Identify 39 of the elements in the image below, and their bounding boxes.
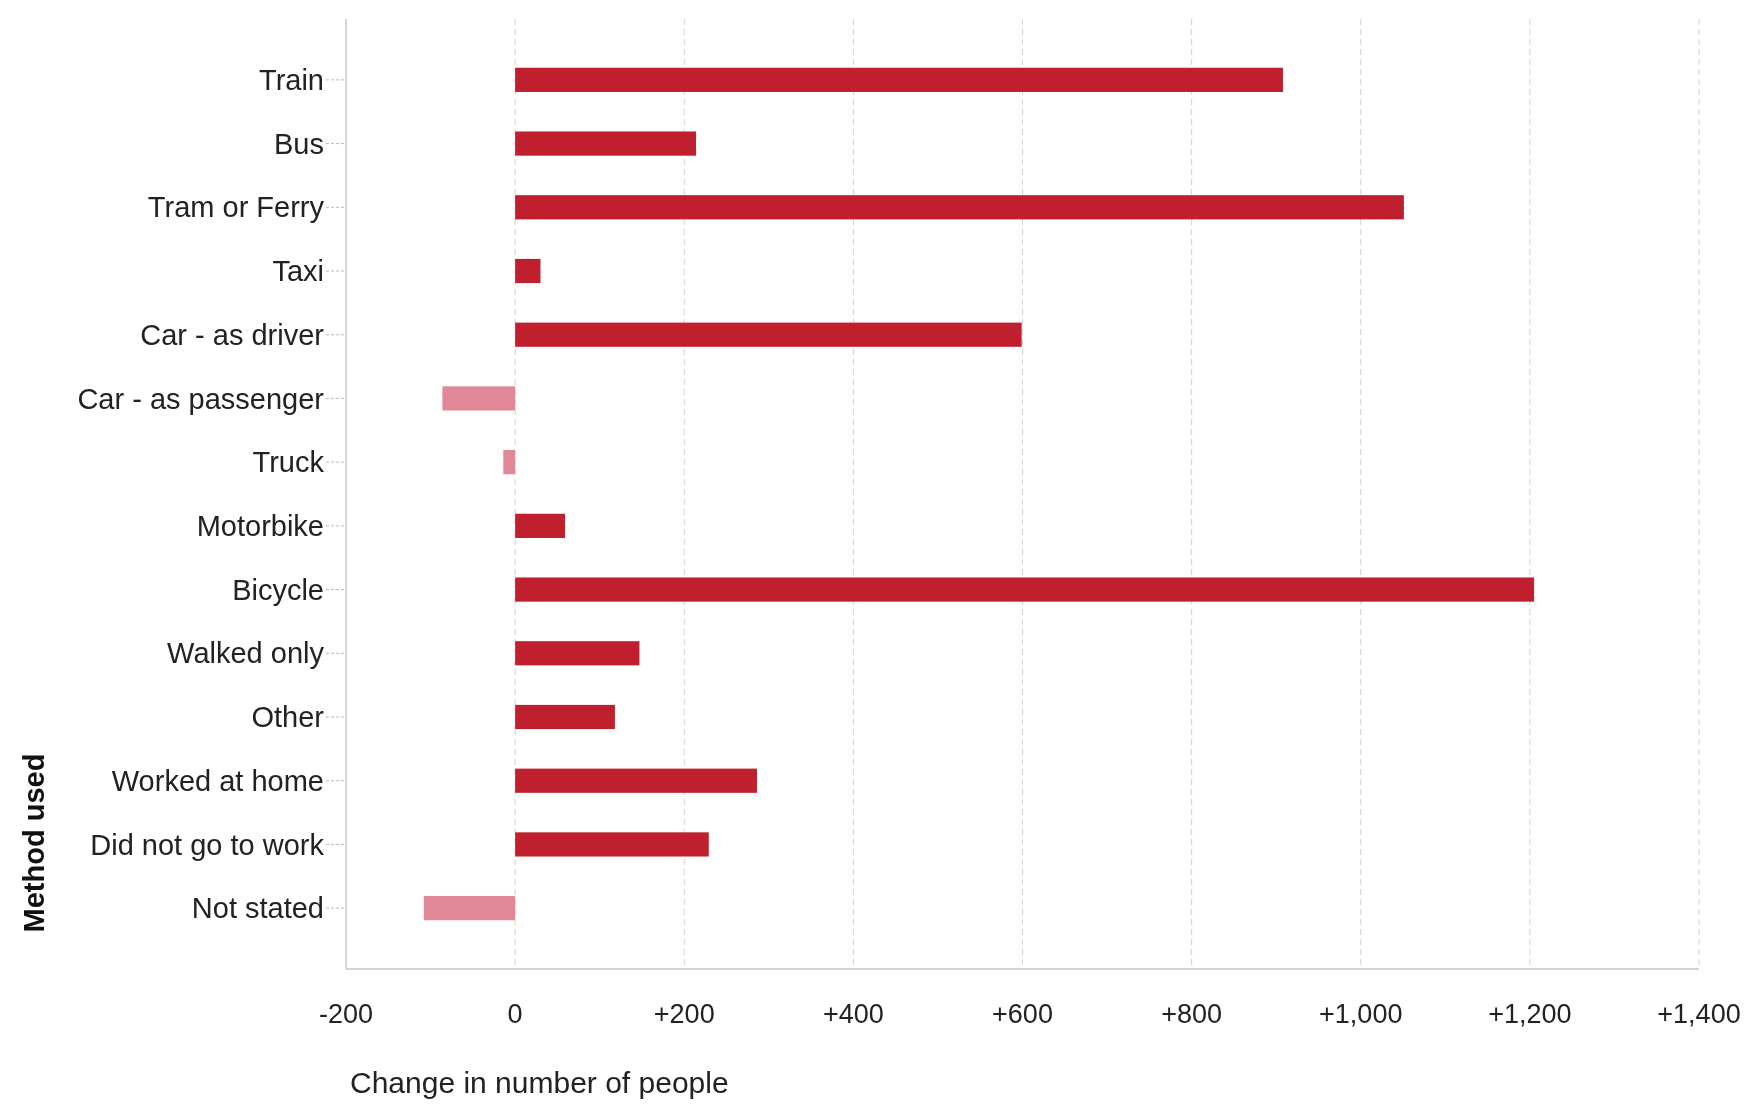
- y-tick-label: Walked only: [167, 637, 325, 670]
- x-tick-label: +600: [992, 999, 1053, 1029]
- bar: [515, 513, 566, 538]
- y-tick-label: Car - as driver: [140, 318, 325, 351]
- x-tick-label: +1,000: [1319, 999, 1403, 1029]
- y-tick-label: Car - as passenger: [77, 382, 325, 415]
- bar: [515, 322, 1022, 347]
- bar: [515, 641, 640, 666]
- y-tick-label: Motorbike: [196, 510, 324, 543]
- y-tick-label: Worked at home: [111, 764, 324, 797]
- x-tick-label: 0: [507, 999, 523, 1029]
- y-tick-label: Bus: [274, 127, 324, 160]
- x-tick-label: +1,200: [1488, 999, 1572, 1029]
- bar: [515, 195, 1404, 220]
- bar: [515, 67, 1283, 92]
- x-tick-label: +800: [1161, 999, 1223, 1029]
- y-tick-label: Train: [259, 64, 324, 97]
- y-tick-label: Truck: [252, 446, 325, 479]
- x-tick-label: +200: [653, 999, 715, 1029]
- bar: [515, 131, 697, 156]
- bar: [515, 832, 709, 857]
- y-tick-label: Tram or Ferry: [147, 191, 325, 224]
- x-tick-label: +1,400: [1657, 999, 1741, 1029]
- bar: [442, 386, 516, 411]
- y-tick-label: Not stated: [191, 892, 324, 925]
- x-axis-title: Change in number of people: [350, 1066, 729, 1099]
- y-tick-label: Did not go to work: [90, 828, 325, 861]
- bar: [515, 258, 541, 284]
- bar: [515, 577, 1535, 602]
- y-tick-label: Other: [251, 701, 325, 734]
- x-tick-label: +400: [822, 999, 884, 1029]
- x-tick-label: -200: [318, 999, 374, 1029]
- bar: [515, 704, 615, 730]
- bar: [503, 450, 516, 475]
- y-axis-title: Method used: [18, 753, 50, 933]
- bar: [515, 768, 757, 793]
- y-tick-label: Bicycle: [232, 573, 324, 606]
- y-tick-label: Taxi: [272, 255, 324, 288]
- bar: [423, 896, 516, 921]
